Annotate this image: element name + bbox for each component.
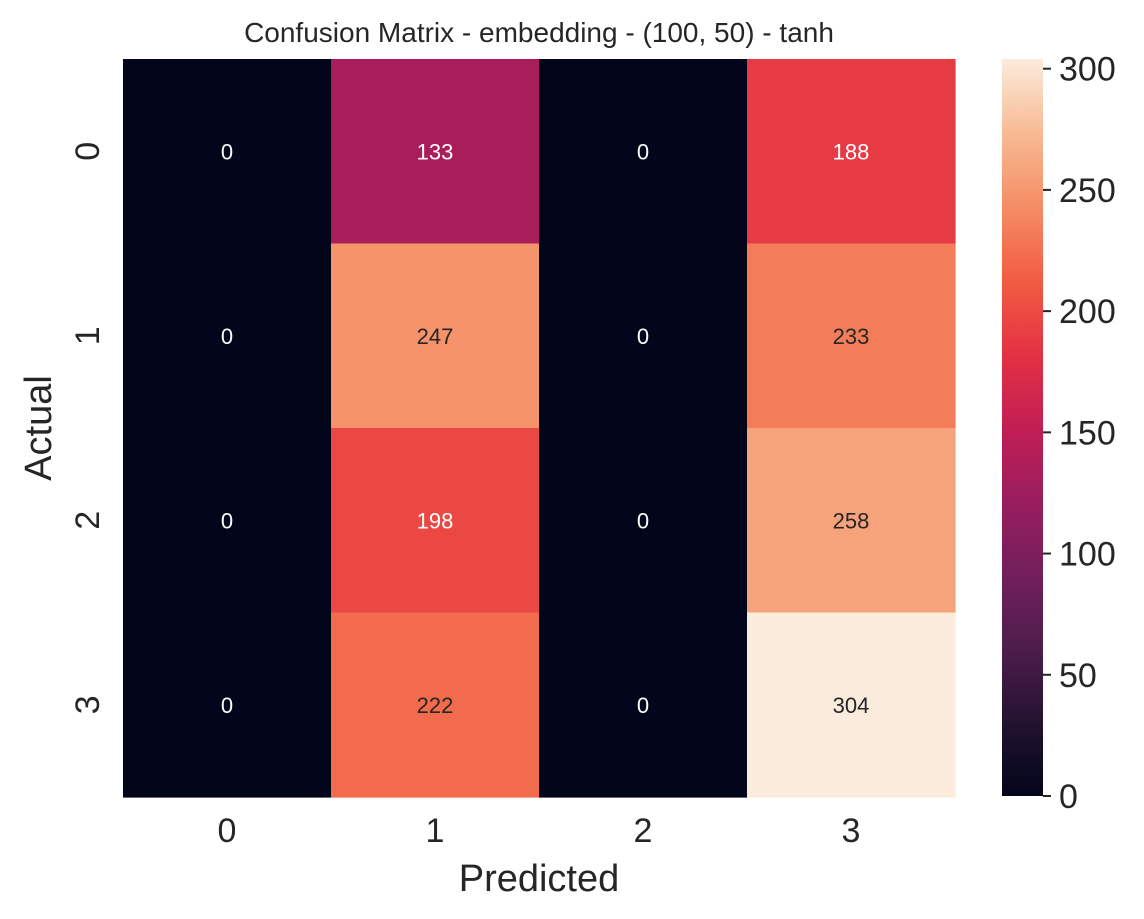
cell-value-r1-c0: 0 (221, 324, 233, 349)
heatmap-cell-r0-c0 (123, 59, 332, 245)
heatmap-cell-r3-c3 (747, 612, 956, 798)
heatmap-cell-r3-c1 (331, 612, 540, 798)
heatmap-cell-r0-c3 (747, 59, 956, 245)
colorbar-ticks: 0 50 100 150 200 250 300 (1043, 51, 1116, 816)
chart-title: Confusion Matrix - embedding - (100, 50)… (244, 17, 834, 48)
colorbar-tick-label-250: 250 (1059, 172, 1116, 210)
cell-value-r2-c0: 0 (221, 508, 233, 533)
cell-value-r0-c2: 0 (637, 139, 649, 164)
heatmap-cell-r2-c2 (539, 428, 748, 614)
colorbar-tick-label-200: 200 (1059, 293, 1116, 331)
x-tick-label-0: 0 (218, 812, 237, 850)
x-tick-label-1: 1 (426, 812, 445, 850)
heatmap-cell-r0-c1 (331, 59, 540, 245)
cell-value-r3-c0: 0 (221, 693, 233, 718)
x-axis-label: Predicted (459, 858, 620, 900)
cell-value-r2-c2: 0 (637, 508, 649, 533)
cell-value-r2-c3: 258 (833, 508, 870, 533)
heatmap-cell-r3-c2 (539, 612, 748, 798)
x-tick-label-3: 3 (842, 812, 861, 850)
cell-value-r1-c3: 233 (833, 324, 870, 349)
y-tick-label-2: 2 (69, 511, 107, 530)
colorbar-tick-label-150: 150 (1059, 414, 1116, 452)
y-tick-labels: 0 1 2 3 (69, 142, 107, 714)
heatmap-cell-r1-c1 (331, 243, 540, 429)
x-tick-label-2: 2 (634, 812, 653, 850)
cell-value-r3-c1: 222 (417, 693, 454, 718)
x-tick-labels: 0 1 2 3 (218, 812, 861, 850)
y-tick-label-1: 1 (69, 326, 107, 345)
heatmap-cell-r1-c3 (747, 243, 956, 429)
cell-value-r2-c1: 198 (417, 508, 454, 533)
heatmap-cell-r1-c0 (123, 243, 332, 429)
y-tick-label-3: 3 (69, 695, 107, 714)
cell-value-r0-c1: 133 (417, 139, 454, 164)
colorbar-tick-label-300: 300 (1059, 51, 1116, 89)
colorbar-tick-label-0: 0 (1059, 778, 1078, 816)
cell-value-r3-c2: 0 (637, 693, 649, 718)
heatmap-cell-r2-c1 (331, 428, 540, 614)
heatmap-cell-r2-c3 (747, 428, 956, 614)
heatmap-cell-r1-c2 (539, 243, 748, 429)
colorbar-tick-label-100: 100 (1059, 536, 1116, 574)
cell-value-r0-c3: 188 (833, 139, 870, 164)
heatmap-cells (123, 59, 956, 798)
heatmap-cell-r3-c0 (123, 612, 332, 798)
cell-value-r0-c0: 0 (221, 139, 233, 164)
heatmap-cell-r0-c2 (539, 59, 748, 245)
heatmap-cell-r2-c0 (123, 428, 332, 614)
y-axis-label: Actual (18, 375, 60, 481)
cell-value-r1-c2: 0 (637, 324, 649, 349)
colorbar-tick-label-50: 50 (1059, 657, 1097, 695)
cell-value-r1-c1: 247 (417, 324, 454, 349)
cell-value-r3-c3: 304 (833, 693, 870, 718)
heatmap-cell-labels: 0 133 0 188 0 247 0 233 0 198 0 258 0 222 0 304 (221, 139, 869, 718)
y-tick-label-0: 0 (69, 142, 107, 161)
colorbar (1002, 59, 1043, 796)
